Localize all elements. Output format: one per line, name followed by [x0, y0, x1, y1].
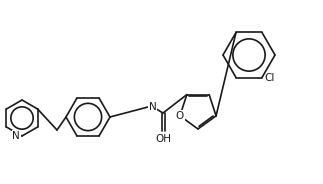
Text: N: N [12, 131, 20, 141]
Text: Cl: Cl [264, 72, 274, 82]
Text: O: O [176, 111, 184, 121]
Text: OH: OH [155, 134, 171, 144]
Text: N: N [149, 102, 157, 112]
